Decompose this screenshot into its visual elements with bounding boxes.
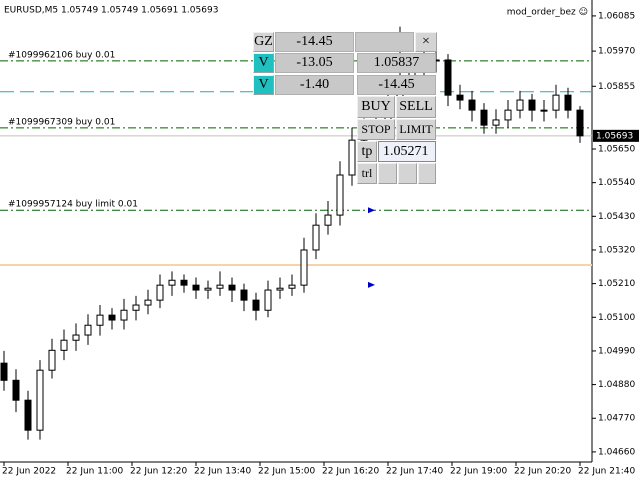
candle-body (156, 284, 164, 301)
limit-button[interactable]: LIMIT (396, 119, 436, 140)
order-label: #1099962106 buy 0.01 (8, 50, 115, 60)
candle-body (72, 334, 80, 341)
order-label: #1099957124 buy limit 0.01 (8, 200, 138, 210)
candle-body (540, 109, 548, 112)
row-value: -13.05 (275, 53, 354, 73)
indicator-name: mod_order_bez ☺ (507, 7, 588, 18)
row-price: -14.45 (357, 75, 436, 95)
candle-body (96, 314, 104, 326)
candle-body (216, 284, 224, 289)
candle-body (444, 59, 452, 96)
y-tick-label: 1.04660 (598, 447, 635, 457)
y-tick-label: 1.05320 (598, 245, 635, 255)
candle-body (276, 287, 284, 291)
x-tick-label: 22 Jun 21:40 (578, 467, 635, 477)
order-arrow (368, 207, 375, 214)
close-button[interactable]: × (415, 32, 437, 52)
toggle-button[interactable]: V (253, 53, 274, 73)
candle-body (48, 349, 56, 371)
x-tick-label: 22 Jun 11:00 (66, 467, 123, 477)
candle-body (60, 339, 68, 351)
y-tick-label: 1.05650 (598, 145, 635, 155)
x-tick-label: 22 Jun 19:00 (450, 467, 507, 477)
candle-body (552, 94, 560, 111)
candle-body (132, 304, 140, 311)
candle-body (240, 289, 248, 301)
candle-body (108, 314, 116, 321)
candle-body (504, 109, 512, 121)
y-tick-label: 1.06085 (598, 11, 635, 21)
toggle-button[interactable]: V (253, 75, 274, 95)
gz-value: -14.45 (275, 32, 354, 52)
y-tick-label: 1.04770 (598, 414, 635, 424)
y-tick-label: 1.04880 (598, 380, 635, 390)
candle-body (564, 94, 572, 111)
blank-cell (355, 32, 414, 52)
tp-input[interactable]: 1.05271 (378, 141, 436, 162)
buy-button[interactable]: BUY (357, 96, 395, 118)
candle-body (0, 362, 8, 381)
trl-option[interactable] (378, 163, 397, 184)
candle-body (120, 309, 128, 321)
y-tick-label: 1.05855 (598, 82, 635, 92)
x-tick-label: 22 Jun 13:40 (194, 467, 251, 477)
current-price-box (593, 129, 639, 142)
candle-body (528, 99, 536, 111)
candle-body (204, 287, 212, 291)
candle-body (12, 379, 20, 401)
order-label: #1099967309 buy 0.01 (8, 117, 115, 127)
trl-option[interactable] (418, 163, 436, 184)
candle-body (300, 249, 308, 286)
candle-body (516, 99, 524, 111)
sell-button[interactable]: SELL (396, 96, 436, 118)
trl-option[interactable] (398, 163, 417, 184)
candle-body (36, 369, 44, 431)
candle-body (24, 399, 32, 431)
current-price-label: 1.05693 (596, 131, 633, 141)
y-tick-label: 1.05100 (598, 313, 635, 323)
x-tick-label: 22 Jun 20:20 (514, 467, 571, 477)
y-tick-label: 1.05970 (598, 47, 635, 57)
y-tick-label: 1.05540 (598, 178, 635, 188)
candle-body (144, 299, 152, 306)
order-arrow (368, 281, 375, 288)
candle-body (324, 214, 332, 226)
candle-body (252, 299, 260, 311)
candle-body (576, 109, 584, 137)
x-tick-label: 22 Jun 17:40 (386, 467, 443, 477)
trl-button[interactable]: trl (357, 163, 377, 184)
candle-body (180, 279, 188, 286)
x-tick-label: 22 Jun 15:00 (258, 467, 315, 477)
stop-button[interactable]: STOP (357, 119, 395, 140)
tp-button[interactable]: tp (357, 141, 377, 162)
x-tick-label: 22 Jun 2022 (2, 467, 56, 477)
candle-body (336, 174, 344, 216)
candle-body (168, 279, 176, 286)
y-tick-label: 1.05430 (598, 212, 635, 222)
x-tick-label: 22 Jun 12:20 (130, 467, 187, 477)
candle-body (192, 284, 200, 291)
chart-title: EURUSD,M5 1.05749 1.05749 1.05691 1.0569… (4, 6, 218, 16)
candle-body (312, 224, 320, 251)
y-tick-label: 1.04990 (598, 346, 635, 356)
gz-button[interactable]: GZ (253, 32, 274, 52)
candle-body (456, 94, 464, 101)
x-tick-label: 22 Jun 16:20 (322, 467, 379, 477)
row-value: -1.40 (275, 75, 354, 95)
candle-body (348, 139, 356, 176)
candle-body (288, 284, 296, 289)
candle-body (468, 99, 476, 111)
y-tick-label: 1.05210 (598, 279, 635, 289)
candle-body (480, 109, 488, 126)
candle-body (264, 289, 272, 311)
candle-body (84, 324, 92, 336)
candle-body (228, 284, 236, 291)
row-price: 1.05837 (357, 53, 436, 73)
candle-body (492, 119, 500, 126)
